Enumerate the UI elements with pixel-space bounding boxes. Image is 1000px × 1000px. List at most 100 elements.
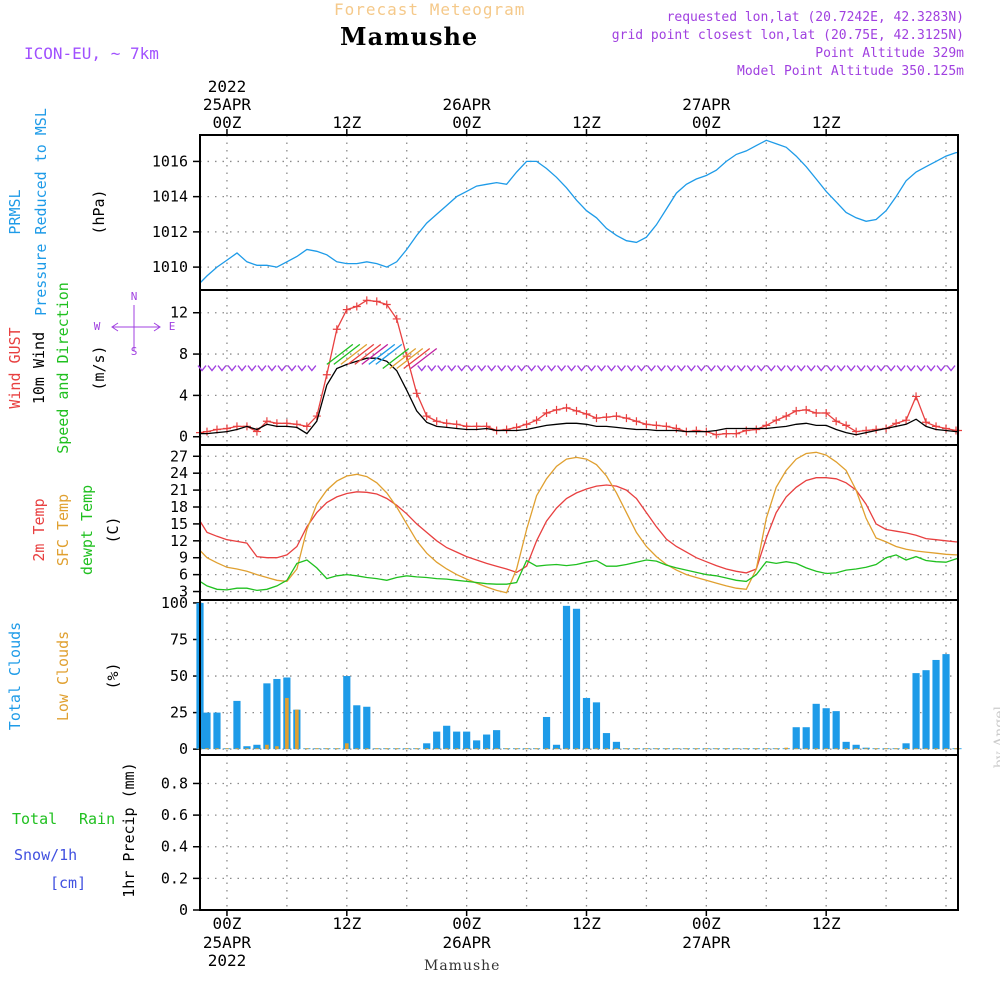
wind-arrow (596, 365, 606, 372)
data-bar (654, 748, 659, 750)
data-point (522, 420, 531, 429)
wind-arrow (646, 365, 656, 372)
data-bar (454, 748, 459, 750)
pressure-label-prmsl: PRMSL (6, 189, 24, 234)
wind-arrow (826, 365, 836, 372)
data-bar (604, 748, 609, 750)
data-bar (374, 748, 379, 750)
precip-label-total: Total (12, 810, 57, 828)
data-bar (315, 748, 319, 750)
data-bar (263, 683, 271, 750)
wind-arrow (946, 365, 956, 372)
data-bar (245, 748, 249, 750)
data-bar (554, 748, 559, 750)
time-tick-label: 12Z (332, 113, 361, 132)
wind-arrow (876, 365, 886, 372)
wind-arrow (447, 365, 457, 372)
wind-arrow (427, 365, 437, 372)
data-bar (614, 748, 619, 750)
wind-arrow (856, 365, 866, 372)
data-bar (483, 734, 491, 750)
data-point (452, 420, 461, 429)
wind-arrow (247, 365, 257, 372)
data-point (202, 427, 211, 436)
data-bar (694, 748, 699, 750)
y-tick-label: 1014 (152, 188, 188, 206)
data-bar (233, 700, 241, 750)
data-bar (493, 730, 501, 750)
data-bar (582, 697, 591, 750)
data-point (532, 416, 541, 425)
data-bar (453, 731, 461, 750)
time-tick-label: 00Z (692, 914, 721, 933)
data-bar (235, 748, 239, 750)
y-tick-label: 21 (170, 481, 188, 499)
y-tick-label: 50 (170, 667, 188, 685)
wind-arrow-strong (333, 343, 361, 365)
data-bar (335, 748, 339, 750)
data-point (622, 414, 631, 423)
data-point (542, 408, 551, 417)
data-point (302, 422, 311, 431)
data-bar (443, 725, 451, 750)
data-bar (824, 748, 828, 750)
wind-arrow (806, 365, 816, 372)
data-bar (215, 748, 219, 750)
data-bar (424, 748, 429, 750)
time-tick-label: 12Z (572, 914, 601, 933)
data-point (712, 430, 721, 439)
wind-arrow (776, 365, 786, 372)
wind-arrow (576, 365, 587, 372)
wind-arrow (227, 365, 237, 372)
data-bar (464, 748, 469, 750)
data-bar (364, 748, 369, 750)
data-bar (205, 748, 209, 750)
wind-arrow (527, 365, 537, 372)
date-label: 25APR (203, 95, 252, 114)
wind-arrow-strong (326, 343, 354, 365)
data-point (332, 325, 341, 334)
data-point (372, 297, 381, 306)
data-bar (922, 670, 930, 750)
data-point (612, 412, 621, 421)
data-point (602, 413, 611, 422)
data-point (642, 420, 651, 429)
wind-arrow (886, 365, 896, 372)
time-tick-label: 12Z (812, 914, 841, 933)
wind-arrow (926, 365, 936, 372)
data-point (792, 406, 801, 415)
wind-arrow (746, 365, 756, 372)
wind-arrow (477, 365, 487, 372)
wind-arrow (906, 365, 916, 372)
data-bar (944, 748, 948, 750)
compass-arrows (111, 305, 161, 351)
data-point (432, 417, 441, 426)
data-bar (864, 748, 868, 750)
data-point (362, 296, 371, 305)
panel-frame (199, 754, 959, 911)
data-point (552, 405, 561, 414)
wind-arrow-strong (347, 343, 375, 365)
wind-arrow (217, 365, 227, 372)
data-bar (704, 748, 709, 750)
data-bar (564, 748, 569, 750)
wind-arrow (437, 365, 447, 372)
data-point (502, 425, 511, 434)
data-point (412, 389, 421, 398)
data-bar (572, 608, 581, 750)
data-bar (544, 748, 549, 750)
wind-arrow-strong (382, 348, 410, 370)
data-bar (295, 709, 299, 750)
data-bar (265, 744, 269, 750)
data-bar (584, 748, 589, 750)
data-bar (253, 744, 261, 750)
data-point (442, 419, 451, 428)
series-line (200, 357, 958, 436)
y-tick-label: 75 (170, 630, 188, 648)
data-bar (484, 748, 489, 750)
data-point (812, 408, 821, 417)
data-point (842, 421, 851, 430)
data-point (782, 412, 791, 421)
wind-arrow (517, 365, 527, 372)
data-point (322, 370, 331, 379)
